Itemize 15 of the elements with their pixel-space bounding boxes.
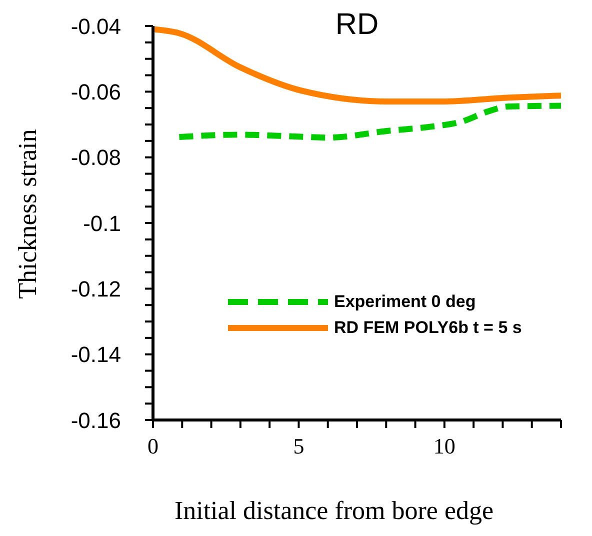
x-tick-label: 0: [148, 434, 158, 459]
y-tick-label: -0.14: [70, 342, 121, 368]
x-tick-label: 10: [433, 434, 456, 459]
legend-label: Experiment 0 deg: [334, 292, 476, 312]
legend-label: RD FEM POLY6b t = 5 s: [334, 318, 522, 338]
y-tick-label: -0.06: [70, 79, 121, 104]
y-tick-label: -0.16: [70, 408, 121, 433]
chart-title: RD: [334, 8, 380, 42]
x-tick-label: 5: [293, 434, 304, 459]
y-tick-label: -0.1: [83, 210, 121, 236]
y-tick-label: -0.04: [70, 14, 121, 39]
x-axis-title: Initial distance from bore edge: [173, 496, 495, 526]
y-axis-title: Thickness strain: [13, 129, 43, 299]
y-tick-label: -0.12: [70, 276, 121, 302]
y-tick-label: -0.08: [70, 145, 121, 170]
